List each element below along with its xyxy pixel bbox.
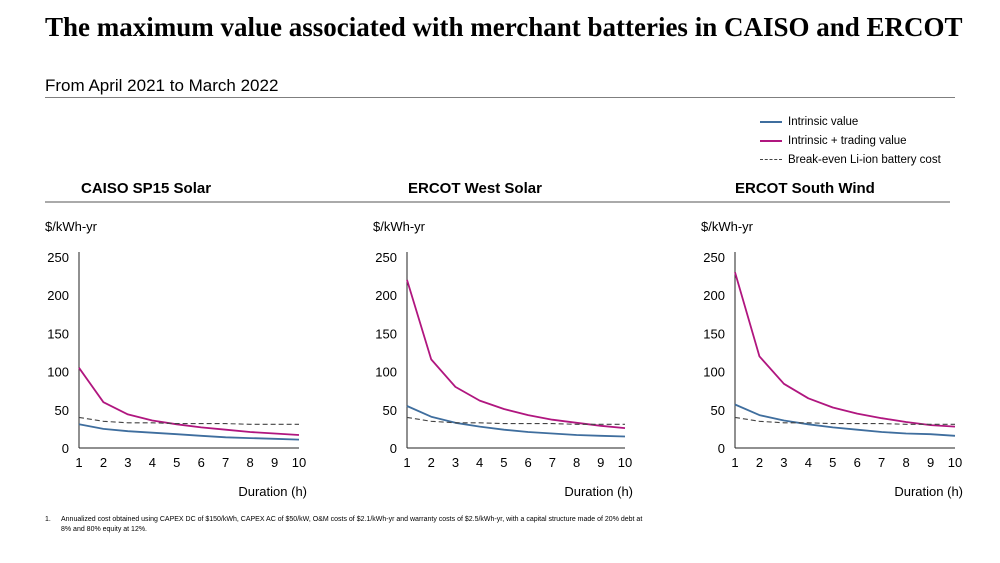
series-intrinsic-line xyxy=(78,423,300,441)
x-tick-label: 5 xyxy=(829,455,836,470)
x-tick-label: 10 xyxy=(292,455,306,470)
x-tick-label: 7 xyxy=(549,455,556,470)
x-tick-label: 8 xyxy=(246,455,253,470)
x-tick-label: 8 xyxy=(902,455,909,470)
y-tick-label: 200 xyxy=(703,288,725,303)
legend-swatch-trading xyxy=(760,139,782,142)
y-axis-label: $/kWh-yr xyxy=(373,219,426,234)
page-title: The maximum value associated with mercha… xyxy=(45,12,963,42)
series-breakeven-line xyxy=(406,416,625,425)
chart-panel-3: ERCOT South Wind $/kWh-yr 0 50 100 150 200 250 1… xyxy=(625,180,963,499)
header-divider xyxy=(45,97,955,98)
x-tick-label: 4 xyxy=(149,455,156,470)
footnote-text: Annualized cost obtained using CAPEX DC … xyxy=(61,516,643,533)
y-tick-label: 150 xyxy=(375,326,397,341)
series-trading-line xyxy=(78,367,300,436)
y-tick-label: 100 xyxy=(703,365,725,380)
x-tick-label: 9 xyxy=(927,455,934,470)
footnote: 1. Annualized cost obtained using CAPEX … xyxy=(45,515,645,535)
legend-item-breakeven: Break-even Li-ion battery cost xyxy=(760,150,941,169)
legend-swatch-intrinsic xyxy=(760,120,782,123)
x-tick-label: 1 xyxy=(403,455,410,470)
x-tick-label: 7 xyxy=(222,455,229,470)
x-tick-label: 2 xyxy=(428,455,435,470)
x-tick-label: 3 xyxy=(452,455,459,470)
y-tick-label: 250 xyxy=(47,250,69,265)
y-tick-label: 200 xyxy=(47,288,69,303)
y-tick-label: 50 xyxy=(55,403,69,418)
y-tick-label: 0 xyxy=(390,441,397,456)
y-tick-label: 150 xyxy=(47,326,69,341)
x-axis-label: Duration (h) xyxy=(238,484,307,499)
y-tick-label: 250 xyxy=(375,250,397,265)
series-trading-line xyxy=(734,272,956,428)
legend-item-trading: Intrinsic + trading value xyxy=(760,131,941,150)
x-tick-label: 2 xyxy=(756,455,763,470)
y-tick-label: 0 xyxy=(718,441,725,456)
x-axis-label: Duration (h) xyxy=(564,484,633,499)
x-tick-label: 1 xyxy=(731,455,738,470)
x-tick-label: 5 xyxy=(500,455,507,470)
x-tick-label: 5 xyxy=(173,455,180,470)
series-intrinsic-line xyxy=(406,405,626,438)
x-tick-label: 3 xyxy=(124,455,131,470)
y-axis-label: $/kWh-yr xyxy=(45,219,98,234)
x-tick-label: 4 xyxy=(805,455,812,470)
x-tick-label: 7 xyxy=(878,455,885,470)
x-tick-label: 10 xyxy=(948,455,962,470)
legend-item-intrinsic: Intrinsic value xyxy=(760,112,941,131)
chart-panel-2: ERCOT West Solar $/kWh-yr 0 50 100 150 200 250 1… xyxy=(295,180,633,499)
y-tick-label: 50 xyxy=(383,403,397,418)
legend-label-intrinsic: Intrinsic value xyxy=(788,115,859,128)
x-tick-label: 1 xyxy=(75,455,82,470)
y-tick-label: 50 xyxy=(711,403,725,418)
x-tick-label: 2 xyxy=(100,455,107,470)
legend-label-breakeven: Break-even Li-ion battery cost xyxy=(788,153,941,166)
chart-title: ERCOT South Wind xyxy=(735,180,875,197)
y-tick-label: 250 xyxy=(703,250,725,265)
series-breakeven-line xyxy=(78,416,299,425)
legend-label-trading: Intrinsic + trading value xyxy=(788,134,907,147)
series-intrinsic-line xyxy=(734,403,956,437)
footnote-number: 1. xyxy=(45,516,51,523)
y-tick-label: 150 xyxy=(703,326,725,341)
x-tick-label: 9 xyxy=(597,455,604,470)
x-tick-label: 6 xyxy=(524,455,531,470)
x-tick-label: 4 xyxy=(476,455,483,470)
chart-title: CAISO SP15 Solar xyxy=(81,180,211,197)
y-tick-label: 100 xyxy=(47,365,69,380)
chart-legend: Intrinsic value Intrinsic + trading valu… xyxy=(760,112,941,169)
page-subtitle: From April 2021 to March 2022 xyxy=(45,76,279,95)
y-tick-label: 200 xyxy=(375,288,397,303)
series-breakeven-line xyxy=(734,416,955,425)
y-axis-label: $/kWh-yr xyxy=(701,219,754,234)
y-tick-label: 0 xyxy=(62,441,69,456)
y-tick-label: 100 xyxy=(375,365,397,380)
x-tick-label: 8 xyxy=(573,455,580,470)
chart-title: ERCOT West Solar xyxy=(408,180,542,197)
series-trading-line xyxy=(406,279,626,429)
x-tick-label: 6 xyxy=(198,455,205,470)
x-tick-label: 6 xyxy=(854,455,861,470)
x-tick-label: 9 xyxy=(271,455,278,470)
legend-swatch-breakeven xyxy=(760,159,782,160)
chart-panel-1: CAISO SP15 Solar $/kWh-yr 0 50 100 150 200 250 1… xyxy=(45,180,307,499)
x-axis-label: Duration (h) xyxy=(894,484,963,499)
x-tick-label: 10 xyxy=(618,455,632,470)
x-tick-label: 3 xyxy=(780,455,787,470)
